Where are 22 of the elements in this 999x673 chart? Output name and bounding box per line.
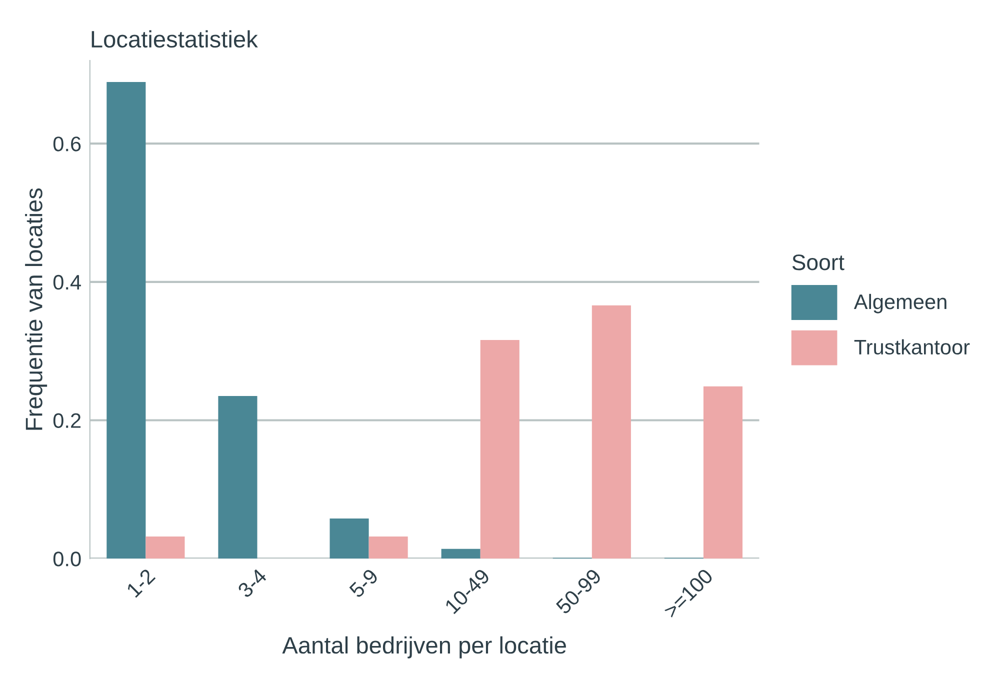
y-tick-label: 0.6 <box>53 136 81 152</box>
x-axis-title: Aantal bedrijven per locatie <box>282 636 566 658</box>
y-tick-label: 0.2 <box>53 413 81 428</box>
legend-label: Trustkantoor <box>854 339 970 355</box>
y-tick-label: 0.4 <box>53 274 81 290</box>
x-tick-label: 1-2 <box>126 568 156 598</box>
bar <box>330 518 369 559</box>
x-tick-label: 3-4 <box>236 568 268 598</box>
bar <box>480 340 520 559</box>
chart-title: Locatiestatistiek <box>92 30 258 48</box>
x-tick-label: 5-9 <box>348 568 379 598</box>
bar <box>441 548 480 559</box>
legend-title: Soort <box>792 254 844 270</box>
legend-label: Algemeen <box>854 294 946 314</box>
y-axis-title: Frequentie van locaties <box>25 188 48 430</box>
y-tick-label: 0.0 <box>53 552 81 566</box>
bar <box>106 82 146 559</box>
bar <box>146 536 185 559</box>
bar <box>592 305 631 559</box>
bar <box>703 386 743 559</box>
bar <box>368 536 408 559</box>
bar <box>218 396 258 559</box>
